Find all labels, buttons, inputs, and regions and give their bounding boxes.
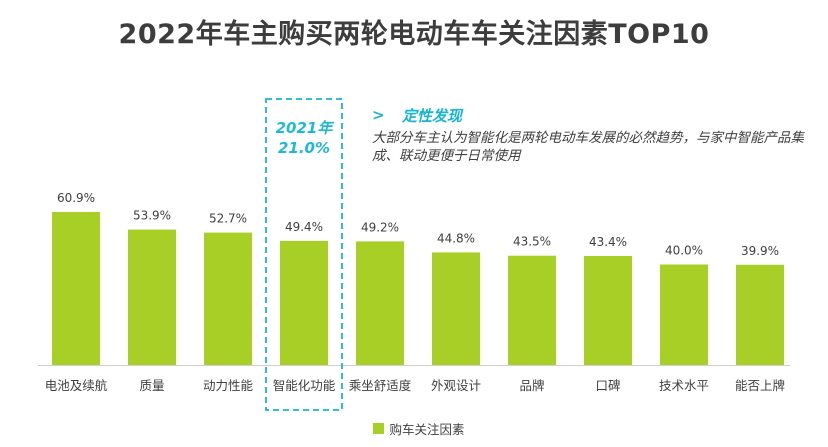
bar-5 bbox=[356, 241, 404, 365]
bar-value-label-9: 40.0% bbox=[665, 244, 703, 258]
bar-value-label-1: 60.9% bbox=[57, 191, 95, 205]
previous-year-value: 21.0% bbox=[277, 139, 331, 157]
category-label-2: 质量 bbox=[139, 378, 164, 393]
chevron-right-icon: > bbox=[372, 106, 385, 124]
category-label-5: 乘坐舒适度 bbox=[349, 378, 412, 393]
insight-box: > 定性发现 大部分车主认为智能化是两轮电动车发展的必然趋势，与家中智能产品集成… bbox=[372, 104, 812, 165]
insight-text: 大部分车主认为智能化是两轮电动车发展的必然趋势，与家中智能产品集成、联动更便于日… bbox=[372, 130, 804, 164]
legend-label: 购车关注因素 bbox=[389, 422, 465, 437]
previous-year-label: 2021年 bbox=[275, 119, 333, 137]
category-label-1: 电池及续航 bbox=[45, 378, 108, 393]
bar-10 bbox=[736, 264, 784, 365]
category-label-3: 动力性能 bbox=[203, 378, 254, 393]
bar-value-label-7: 43.5% bbox=[513, 235, 551, 249]
bar-4 bbox=[280, 240, 328, 365]
bar-9 bbox=[660, 264, 708, 365]
category-label-7: 品牌 bbox=[519, 378, 544, 393]
bar-value-label-3: 52.7% bbox=[209, 212, 247, 226]
bar-7 bbox=[508, 255, 556, 365]
bar-value-label-4: 49.4% bbox=[285, 220, 323, 234]
previous-year-callout: 2021年 21.0% bbox=[264, 118, 344, 158]
category-label-4: 智能化功能 bbox=[273, 378, 336, 393]
bar-2 bbox=[128, 229, 176, 365]
bar-3 bbox=[204, 232, 252, 365]
bar-value-label-6: 44.8% bbox=[437, 231, 475, 245]
bar-value-label-2: 53.9% bbox=[133, 209, 171, 223]
bar-8 bbox=[584, 255, 632, 365]
category-label-8: 口碑 bbox=[595, 378, 620, 393]
category-label-6: 外观设计 bbox=[431, 378, 481, 393]
bar-1 bbox=[52, 212, 100, 365]
category-label-10: 能否上牌 bbox=[735, 378, 785, 393]
highlight-box bbox=[265, 98, 343, 411]
bar-value-label-8: 43.4% bbox=[589, 235, 627, 249]
chart-title: 2022年车主购买两轮电动车车关注因素TOP10 bbox=[118, 19, 710, 50]
legend-swatch bbox=[373, 423, 385, 434]
bar-value-label-10: 39.9% bbox=[741, 244, 779, 258]
bar-6 bbox=[432, 252, 480, 365]
category-label-9: 技术水平 bbox=[659, 378, 709, 393]
legend: 购车关注因素 bbox=[0, 419, 828, 438]
bar-value-label-5: 49.2% bbox=[361, 220, 399, 234]
insight-heading: 定性发现 bbox=[402, 106, 463, 125]
